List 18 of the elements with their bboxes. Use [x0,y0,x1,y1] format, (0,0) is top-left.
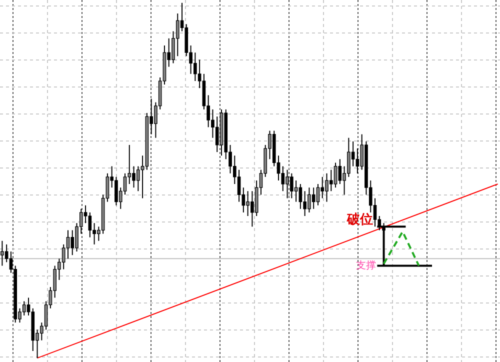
candlestick [176,13,180,57]
candlestick [22,300,26,316]
candlestick [281,166,285,192]
candlestick [88,212,92,238]
candlestick [338,158,342,185]
candlestick [329,169,333,192]
ref-line-label: 支撑 [356,260,376,272]
candlestick [320,176,324,199]
candlestick [66,230,70,260]
candlestick [215,116,219,153]
candlestick [312,187,316,210]
ref-line-label: 破位 [346,212,373,228]
candlestick [334,162,338,188]
candlestick [237,169,241,202]
candlestick [70,230,74,256]
candlestick [316,184,320,206]
candlestick [298,184,302,210]
candlestick [294,180,298,202]
